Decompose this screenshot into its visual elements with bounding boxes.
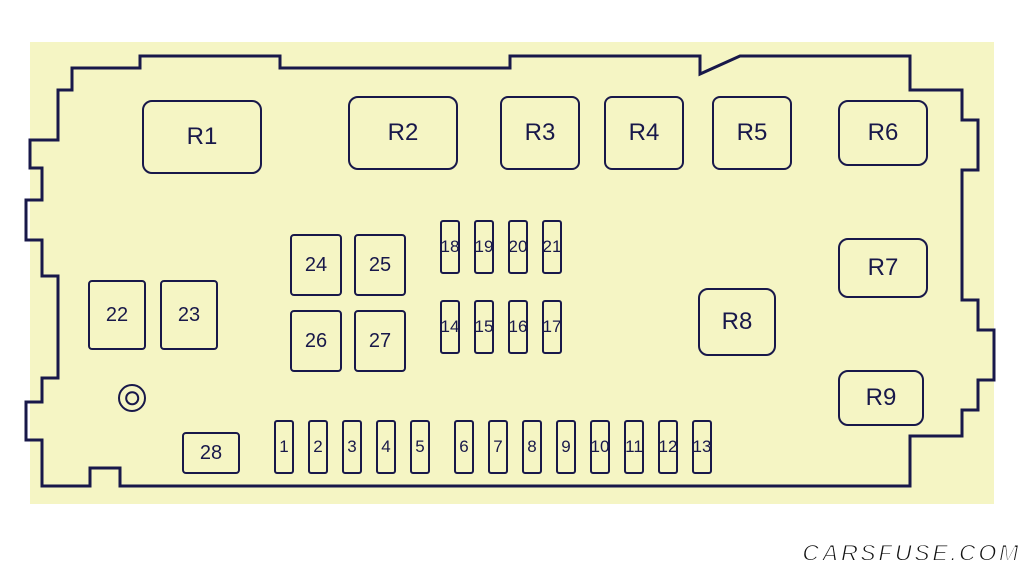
fuse-box-f7: 7 (488, 420, 508, 474)
fuse-label: 22 (106, 304, 128, 327)
fuse-label: 19 (475, 237, 494, 257)
fuse-label: 28 (200, 442, 222, 465)
fuse-label: 27 (369, 330, 391, 353)
fuse-box-f3: 3 (342, 420, 362, 474)
fuse-label: 12 (659, 437, 678, 457)
fuse-label: R8 (722, 308, 753, 336)
fuse-box-f28: 28 (182, 432, 240, 474)
fuse-box-f27: 27 (354, 310, 406, 372)
fuse-box-f26: 26 (290, 310, 342, 372)
fuse-label: 21 (543, 237, 562, 257)
fuse-box-f22: 22 (88, 280, 146, 350)
fuse-box-R4: R4 (604, 96, 684, 170)
fuse-box-f18: 18 (440, 220, 460, 274)
fuse-box-f24: 24 (290, 234, 342, 296)
fuse-label: R5 (737, 119, 768, 147)
fuse-box-f1: 1 (274, 420, 294, 474)
fuse-label: 13 (693, 437, 712, 457)
fuse-label: 24 (305, 254, 327, 277)
fuse-label: 15 (475, 317, 494, 337)
fuse-box-R2: R2 (348, 96, 458, 170)
watermark-text: CARSFUSE.COM (802, 540, 1021, 568)
fuse-label: 1 (279, 437, 288, 457)
fuse-label: 4 (381, 437, 390, 457)
fuse-box-f2: 2 (308, 420, 328, 474)
mounting-hole-icon (118, 384, 146, 412)
fuse-box-f14: 14 (440, 300, 460, 354)
fuse-box-R9: R9 (838, 370, 924, 426)
fuse-box-f19: 19 (474, 220, 494, 274)
fuse-label: 5 (415, 437, 424, 457)
fuse-label: 16 (509, 317, 528, 337)
fuse-label: 20 (509, 237, 528, 257)
fuse-box-f16: 16 (508, 300, 528, 354)
fuse-box-f13: 13 (692, 420, 712, 474)
fuse-label: 25 (369, 254, 391, 277)
fuse-label: 6 (459, 437, 468, 457)
fuse-label: 11 (625, 437, 643, 457)
fuse-label: R7 (868, 254, 899, 282)
fuse-label: 23 (178, 304, 200, 327)
fuse-label: 14 (441, 317, 460, 337)
fuse-box-f9: 9 (556, 420, 576, 474)
fuse-box-f25: 25 (354, 234, 406, 296)
fuse-label: 18 (441, 237, 460, 257)
fuse-label: R4 (629, 119, 660, 147)
fuse-label: 10 (591, 437, 610, 457)
fuse-box-f8: 8 (522, 420, 542, 474)
fuse-box-R5: R5 (712, 96, 792, 170)
fuse-label: R1 (187, 123, 218, 151)
fuse-label: 9 (561, 437, 570, 457)
fuse-label: 7 (493, 437, 502, 457)
fuse-box-f20: 20 (508, 220, 528, 274)
fuse-box-f6: 6 (454, 420, 474, 474)
fuse-box-R6: R6 (838, 100, 928, 166)
fuse-label: R9 (866, 384, 897, 412)
fuse-label: R6 (868, 119, 899, 147)
fuse-box-R7: R7 (838, 238, 928, 298)
fuse-box-f11: 11 (624, 420, 644, 474)
fuse-label: R3 (525, 119, 556, 147)
fuse-box-f5: 5 (410, 420, 430, 474)
fuse-box-R8: R8 (698, 288, 776, 356)
fuse-label: 26 (305, 330, 327, 353)
fuse-box-f23: 23 (160, 280, 218, 350)
diagram-canvas: R1R2R3R4R5R6R7R8R92223242526272818192021… (0, 0, 1024, 576)
fuse-label: 3 (347, 437, 356, 457)
fuse-label: 2 (313, 437, 322, 457)
fuse-box-f4: 4 (376, 420, 396, 474)
fuse-label: R2 (388, 119, 419, 147)
fuse-box-f12: 12 (658, 420, 678, 474)
fuse-box-f10: 10 (590, 420, 610, 474)
fuse-box-R3: R3 (500, 96, 580, 170)
fuse-box-f21: 21 (542, 220, 562, 274)
fuse-box-f15: 15 (474, 300, 494, 354)
fuse-box-f17: 17 (542, 300, 562, 354)
fuse-label: 17 (543, 317, 562, 337)
fuse-box-R1: R1 (142, 100, 262, 174)
fuse-label: 8 (527, 437, 536, 457)
